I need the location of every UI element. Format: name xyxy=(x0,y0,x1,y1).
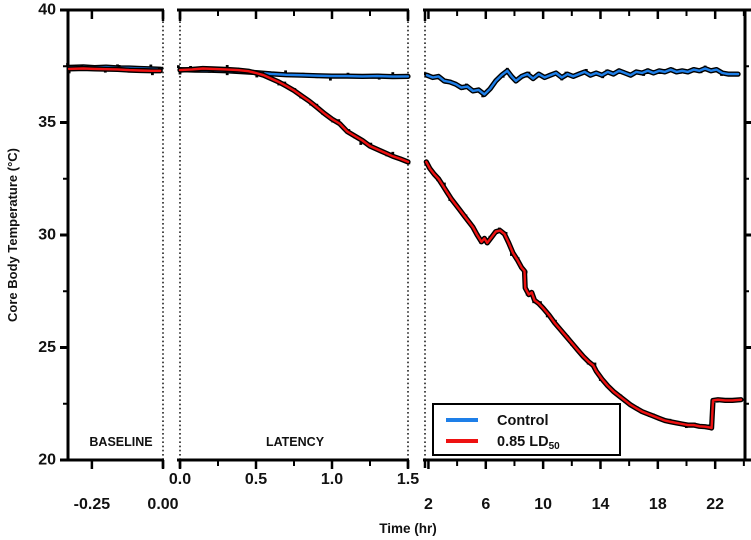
legend-box xyxy=(432,403,621,456)
series-control xyxy=(66,62,741,98)
y-tick-label: 25 xyxy=(38,339,56,356)
series-ld50-line xyxy=(425,160,743,430)
axis-break-lines xyxy=(162,13,426,459)
error-bar-marker xyxy=(359,142,363,145)
x-tick-label: 0.0 xyxy=(169,471,191,488)
x-tick-label: 0.5 xyxy=(245,471,267,488)
error-bar-marker xyxy=(67,70,71,74)
error-bar-marker xyxy=(151,72,154,76)
error-bar-marker xyxy=(329,77,332,81)
x-axis: -0.25 0.00 BASELINE 0.0 0.5 1.0 1.5 LATENCY 2 6 10… xyxy=(74,10,745,536)
x-tick-label: 22 xyxy=(706,496,724,513)
series-ld50-line xyxy=(67,67,162,72)
legend-item-control: Control xyxy=(446,413,549,429)
x-axis-title: Time (hr) xyxy=(379,521,437,536)
error-bar-marker xyxy=(177,65,180,69)
x-tick-label: 14 xyxy=(592,496,610,513)
error-bar-marker xyxy=(284,70,287,74)
error-bar-marker xyxy=(225,65,229,68)
legend: Control 0.85 LD50 xyxy=(432,403,621,456)
x-tick-label: 1.5 xyxy=(397,471,419,488)
x-tick-label: 6 xyxy=(481,496,490,513)
y-tick-label: 40 xyxy=(38,2,56,19)
error-bar-marker xyxy=(149,64,153,68)
error-bar-marker xyxy=(225,72,229,76)
panel-caption-latency: LATENCY xyxy=(266,435,325,449)
x-tick-label: 1.0 xyxy=(321,471,343,488)
error-bar-marker xyxy=(117,65,121,68)
error-bar-marker xyxy=(255,74,259,78)
legend-item-ld50: 0.85 LD50 xyxy=(446,434,560,452)
x-tick-label: 0.00 xyxy=(147,496,178,513)
error-bar-marker xyxy=(66,62,69,66)
legend-label: Control xyxy=(497,413,549,429)
y-tick-label: 30 xyxy=(38,227,56,244)
x-tick-label: -0.25 xyxy=(74,496,111,513)
series-ld50 xyxy=(66,65,744,431)
x-tick-label: 2 xyxy=(424,496,433,513)
series-ld50-line xyxy=(178,67,410,164)
y-tick-label: 35 xyxy=(38,114,56,131)
x-tick-label: 18 xyxy=(649,496,667,513)
y-tick-label: 20 xyxy=(38,452,56,469)
series-control-line xyxy=(425,67,740,96)
series-ld50-error-band xyxy=(423,159,744,431)
error-bar-marker xyxy=(178,71,182,75)
error-bar-marker xyxy=(391,72,395,75)
error-bar-marker xyxy=(391,151,395,155)
panel-caption-baseline: BASELINE xyxy=(89,435,152,449)
legend-label: 0.85 LD50 xyxy=(497,434,560,452)
y-axis-title: Core Body Temperature (°C) xyxy=(5,148,20,322)
x-tick-label: 10 xyxy=(534,496,552,513)
